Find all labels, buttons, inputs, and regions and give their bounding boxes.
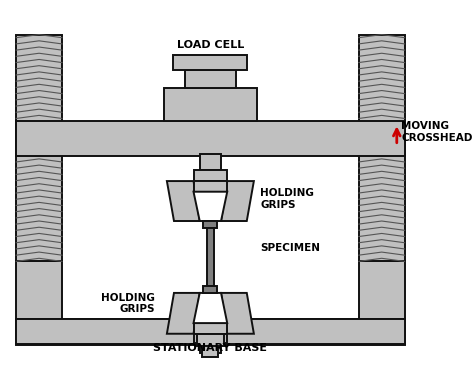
Bar [164,88,257,121]
Bar [207,228,214,286]
Bar [359,261,405,319]
Text: LOAD CELL: LOAD CELL [177,40,244,50]
Text: HOLDING
GRIPS: HOLDING GRIPS [101,293,155,314]
Bar [173,55,247,70]
Bar [16,261,62,319]
Text: HOLDING
GRIPS: HOLDING GRIPS [260,188,314,210]
Bar [197,307,224,319]
Polygon shape [167,181,200,221]
Bar [16,121,405,156]
Bar [193,334,227,343]
Bar [193,181,227,192]
Bar [359,34,405,261]
Bar [203,286,218,293]
Bar [185,70,236,88]
Bar [193,323,227,334]
Polygon shape [167,293,200,334]
Polygon shape [193,293,227,323]
Bar [197,334,224,346]
Bar [200,343,221,353]
Bar [16,319,405,343]
Polygon shape [221,181,254,221]
Bar [202,346,219,357]
Text: SPECIMEN: SPECIMEN [260,243,320,253]
Text: MOVING
CROSSHEAD: MOVING CROSSHEAD [401,121,473,143]
Bar [203,221,218,228]
Bar [193,171,227,181]
Polygon shape [193,192,227,221]
Polygon shape [221,293,254,334]
Bar [16,34,62,261]
Bar [200,154,221,171]
Bar [16,319,405,345]
Text: STATIONARY BASE: STATIONARY BASE [154,343,267,353]
